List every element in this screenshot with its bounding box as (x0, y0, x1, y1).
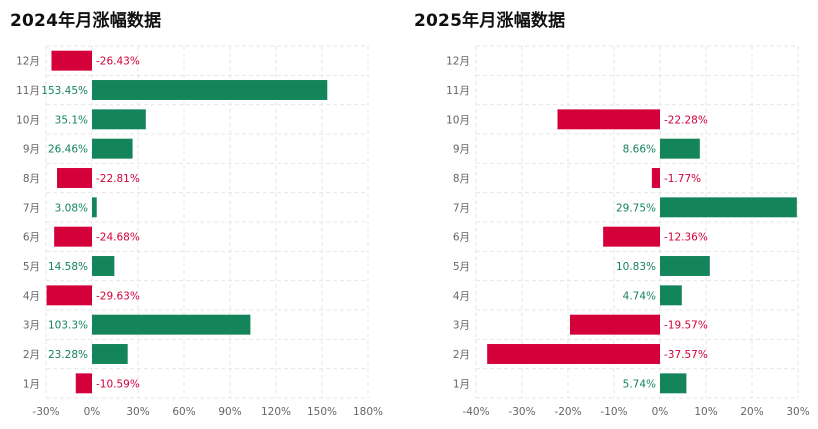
bar-6月 (603, 226, 660, 247)
y-tick-label: 8月 (23, 173, 40, 185)
y-tick-label: 2月 (453, 349, 470, 361)
x-tick-label: -20% (554, 406, 581, 418)
x-tick-label: 30% (786, 406, 809, 418)
y-tick-label: 8月 (453, 173, 470, 185)
data-label: -1.77% (664, 173, 701, 185)
data-label: -24.68% (96, 232, 140, 244)
bar-7月 (660, 197, 797, 218)
x-tick-label: -10% (600, 406, 627, 418)
data-label: -22.81% (96, 173, 140, 185)
y-tick-label: 6月 (23, 232, 40, 244)
data-label: 103.3% (48, 320, 88, 332)
data-label: -22.28% (664, 114, 708, 126)
chart-panel-2025: 2025年月涨幅数据 -40% -30% -20% -10% 0% 10% 20% 30% 1月… (410, 0, 818, 429)
x-tick-label: 0% (84, 406, 101, 418)
y-tick-label: 7月 (453, 202, 470, 214)
y-tick-label: 5月 (23, 261, 40, 273)
x-tick-label: 150% (307, 406, 337, 418)
x-tick-label: -30% (508, 406, 535, 418)
bar-10月 (557, 109, 660, 130)
bar-3月 (92, 314, 251, 335)
y-tick-label: 4月 (453, 290, 470, 302)
data-label: -12.36% (664, 232, 708, 244)
y-tick-label: 12月 (446, 56, 470, 68)
bar-3月 (569, 314, 660, 335)
bar-chart-2024: -30% 0% 30% 60% 90% 120% 150% 180% 1月 -10.59% 2月 23… (16, 45, 383, 418)
y-tick-label: 1月 (453, 378, 470, 390)
chart-title-2024: 2024年月涨幅数据 (10, 11, 162, 31)
data-label: -37.57% (664, 349, 708, 361)
data-label: 3.08% (55, 202, 88, 214)
y-tick-label: 5月 (453, 261, 470, 273)
y-tick-label: 12月 (16, 56, 40, 68)
bar-6月 (54, 226, 92, 247)
y-tick-label: 10月 (446, 114, 470, 126)
x-tick-label: 180% (353, 406, 383, 418)
y-tick-label: 10月 (16, 114, 40, 126)
x-tick-label: 30% (126, 406, 149, 418)
data-label: -10.59% (96, 378, 140, 390)
bar-9月 (92, 138, 133, 159)
y-tick-label: 6月 (453, 232, 470, 244)
data-label: 35.1% (55, 114, 88, 126)
y-tick-label: 1月 (23, 378, 40, 390)
y-tick-label: 7月 (23, 202, 40, 214)
chart-panel-2024: 2024年月涨幅数据 -30% 0% 30% 60% 90% 120% 150% 180% 1月… (0, 0, 400, 429)
bar-2月 (487, 344, 660, 364)
data-label: -29.63% (96, 290, 140, 302)
y-tick-label: 2月 (23, 349, 40, 361)
bar-4月 (660, 285, 682, 306)
y-tick-label: 11月 (16, 85, 40, 97)
x-tick-label: 10% (694, 406, 717, 418)
x-tick-label: 90% (218, 406, 241, 418)
bar-8月 (651, 168, 660, 188)
x-tick-label: 60% (172, 406, 195, 418)
bar-5月 (92, 256, 115, 276)
data-label: 29.75% (616, 202, 656, 214)
data-label: -26.43% (96, 56, 140, 68)
bar-8月 (57, 168, 92, 188)
data-label: 4.74% (623, 290, 656, 302)
y-tick-label: 3月 (23, 320, 40, 332)
bar-7月 (92, 197, 97, 218)
bar-12月 (51, 50, 92, 71)
x-tick-label: 120% (261, 406, 291, 418)
x-tick-label: -30% (32, 406, 59, 418)
y-tick-label: 4月 (23, 290, 40, 302)
x-tick-label: -40% (462, 406, 489, 418)
bar-1月 (660, 373, 687, 394)
bar-chart-2025: -40% -30% -20% -10% 0% 10% 20% 30% 1月 5.74% 2月 -37.… (446, 45, 810, 418)
bar-10月 (92, 109, 146, 130)
y-tick-label: 9月 (23, 144, 40, 156)
data-label: 23.28% (48, 349, 88, 361)
bar-9月 (660, 138, 700, 159)
bar-1月 (75, 373, 92, 394)
bar-2月 (92, 344, 128, 364)
data-label: 14.58% (48, 261, 88, 273)
data-label: 26.46% (48, 144, 88, 156)
y-tick-label: 9月 (453, 144, 470, 156)
data-label: 5.74% (623, 378, 656, 390)
chart-title-2025: 2025年月涨幅数据 (414, 11, 566, 31)
bar-4月 (46, 285, 92, 306)
data-label: -19.57% (664, 320, 708, 332)
data-label: 10.83% (616, 261, 656, 273)
y-tick-label: 3月 (453, 320, 470, 332)
bar-5月 (660, 256, 710, 276)
data-label: 153.45% (41, 85, 88, 97)
x-tick-label: 0% (652, 406, 669, 418)
x-tick-label: 20% (740, 406, 763, 418)
data-label: 8.66% (623, 144, 656, 156)
y-tick-label: 11月 (446, 85, 470, 97)
bar-11月 (92, 80, 328, 100)
